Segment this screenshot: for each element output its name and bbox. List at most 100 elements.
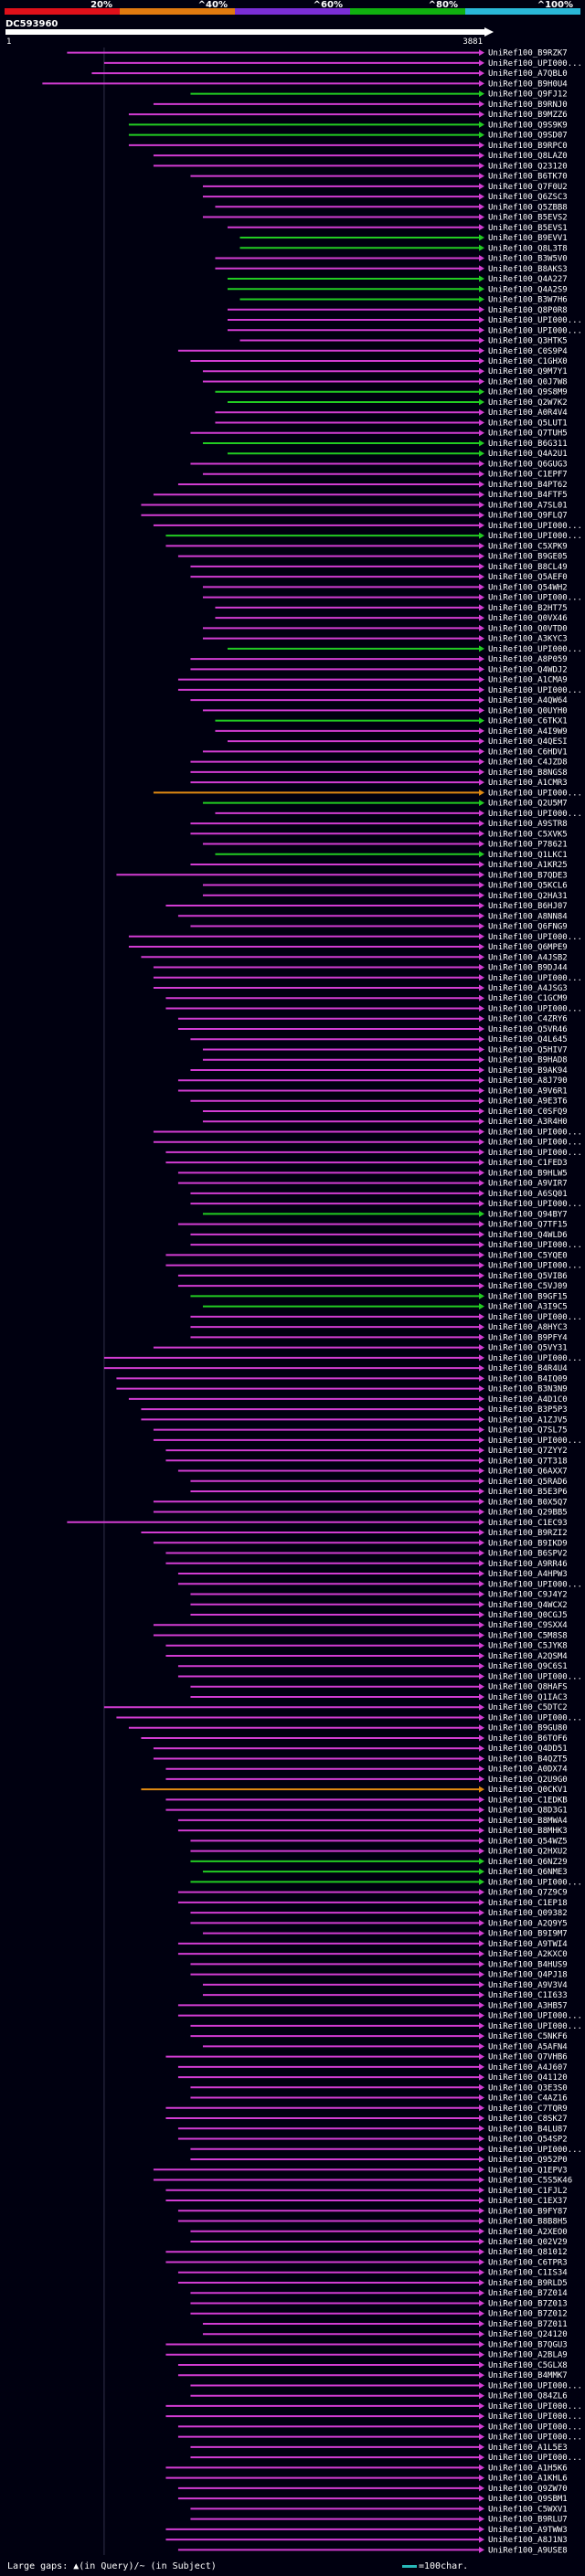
hit-row[interactable]: UniRef100_UPI000... bbox=[227, 645, 582, 654]
hit-row[interactable]: UniRef100_A1CMR3 bbox=[190, 779, 568, 788]
hit-row[interactable]: UniRef100_A8HYC3 bbox=[190, 1323, 568, 1332]
hit-row[interactable]: UniRef100_A8J1N3 bbox=[165, 2536, 568, 2545]
hit-row[interactable]: UniRef100_A9STR8 bbox=[190, 820, 568, 829]
hit-row[interactable]: UniRef100_A3I9C5 bbox=[202, 1303, 568, 1312]
hit-row[interactable]: UniRef100_A9TWI4 bbox=[177, 1940, 568, 1949]
hit-row[interactable]: UniRef100_UPI000... bbox=[165, 532, 582, 541]
hit-row[interactable]: UniRef100_Q9SD07 bbox=[128, 132, 568, 141]
hit-row[interactable]: UniRef100_UPI000... bbox=[153, 522, 582, 531]
hit-row[interactable]: UniRef100_UPI000... bbox=[177, 686, 582, 695]
hit-row[interactable]: UniRef100_B9RZI2 bbox=[141, 1529, 568, 1538]
hit-row[interactable]: UniRef100_B3W7H6 bbox=[239, 296, 568, 305]
hit-row[interactable]: UniRef100_B0X5Q7 bbox=[153, 1498, 568, 1507]
hit-row[interactable]: UniRef100_Q8HAFS bbox=[190, 1683, 568, 1692]
hit-row[interactable]: UniRef100_B4IQ09 bbox=[116, 1374, 568, 1383]
hit-row[interactable]: UniRef100_Q6NZ29 bbox=[190, 1858, 568, 1867]
hit-row[interactable]: UniRef100_Q5VR46 bbox=[177, 1025, 568, 1034]
hit-row[interactable]: UniRef100_A8NN84 bbox=[177, 912, 568, 921]
hit-row[interactable]: UniRef100_A9USE8 bbox=[177, 2546, 568, 2555]
hit-row[interactable]: UniRef100_C1FJL2 bbox=[165, 2187, 568, 2196]
hit-row[interactable]: UniRef100_B4LU87 bbox=[177, 2125, 568, 2134]
hit-row[interactable]: UniRef100_Q5VIB6 bbox=[177, 1272, 568, 1281]
hit-row[interactable]: UniRef100_A4J607 bbox=[177, 2063, 568, 2072]
hit-row[interactable]: UniRef100_UPI000... bbox=[153, 1139, 582, 1148]
hit-row[interactable]: UniRef100_Q4DD51 bbox=[153, 1744, 568, 1754]
hit-row[interactable]: UniRef100_Q4A2U1 bbox=[227, 450, 568, 459]
hit-row[interactable]: UniRef100_Q84ZL6 bbox=[190, 2392, 568, 2401]
hit-row[interactable]: UniRef100_P78621 bbox=[202, 841, 568, 850]
hit-row[interactable]: UniRef100_C5WXV1 bbox=[190, 2505, 568, 2514]
hit-row[interactable]: UniRef100_Q8P0R8 bbox=[227, 306, 568, 315]
hit-row[interactable]: UniRef100_Q952P0 bbox=[190, 2156, 568, 2165]
hit-row[interactable]: UniRef100_A1L5E3 bbox=[190, 2443, 568, 2453]
hit-row[interactable]: UniRef100_B8B8H5 bbox=[177, 2218, 568, 2227]
hit-row[interactable]: UniRef100_A1KR25 bbox=[190, 861, 568, 870]
hit-row[interactable]: UniRef100_Q7Z9C9 bbox=[177, 1889, 568, 1898]
hit-row[interactable]: UniRef100_A2QSM4 bbox=[165, 1652, 568, 1661]
hit-row[interactable]: UniRef100_Q8D3G1 bbox=[165, 1807, 568, 1816]
hit-row[interactable]: UniRef100_UPI000... bbox=[177, 2422, 582, 2432]
hit-row[interactable]: UniRef100_B3W5V0 bbox=[215, 255, 568, 264]
hit-row[interactable]: UniRef100_UPI000... bbox=[227, 316, 582, 325]
hit-row[interactable]: UniRef100_UPI000... bbox=[190, 2146, 582, 2155]
hit-row[interactable]: UniRef100_Q23120 bbox=[153, 162, 568, 171]
hit-row[interactable]: UniRef100_Q41120 bbox=[177, 2073, 568, 2083]
hit-row[interactable]: UniRef100_B3N3N9 bbox=[116, 1385, 568, 1394]
hit-row[interactable]: UniRef100_Q9S8M9 bbox=[215, 388, 568, 398]
hit-row[interactable]: UniRef100_Q0J7W8 bbox=[202, 377, 568, 387]
hit-row[interactable]: UniRef100_C5XPK9 bbox=[165, 542, 568, 551]
hit-row[interactable]: UniRef100_A7QBL0 bbox=[91, 69, 568, 79]
hit-row[interactable]: UniRef100_Q0CKV1 bbox=[141, 1786, 568, 1795]
hit-row[interactable]: UniRef100_B9H0U4 bbox=[42, 80, 568, 89]
hit-row[interactable]: UniRef100_B4R4U4 bbox=[103, 1364, 568, 1373]
hit-row[interactable]: UniRef100_Q7TUH5 bbox=[190, 429, 568, 439]
hit-row[interactable]: UniRef100_Q2W7K2 bbox=[227, 398, 568, 408]
hit-row[interactable]: UniRef100_Q29BB5 bbox=[153, 1509, 568, 1518]
hit-row[interactable]: UniRef100_Q5HIV7 bbox=[202, 1045, 568, 1055]
hit-row[interactable]: UniRef100_C1EC93 bbox=[67, 1519, 568, 1528]
hit-row[interactable]: UniRef100_UPI000... bbox=[165, 2402, 582, 2412]
hit-row[interactable]: UniRef100_C1GHX0 bbox=[190, 357, 568, 366]
hit-row[interactable]: UniRef100_C6HDV1 bbox=[202, 747, 568, 757]
hit-row[interactable]: UniRef100_A9RR46 bbox=[165, 1560, 568, 1569]
hit-row[interactable]: UniRef100_A4I9W9 bbox=[215, 727, 568, 737]
hit-row[interactable]: UniRef100_Q6ZSC3 bbox=[202, 193, 568, 202]
hit-row[interactable]: UniRef100_B9RZK7 bbox=[67, 49, 568, 58]
hit-row[interactable]: UniRef100_B7Z014 bbox=[190, 2289, 568, 2298]
hit-row[interactable]: UniRef100_Q3HTK5 bbox=[239, 337, 568, 346]
hit-row[interactable]: UniRef100_C5NKF6 bbox=[190, 2032, 568, 2041]
hit-row[interactable]: UniRef100_Q3E3S0 bbox=[190, 2083, 568, 2093]
hit-row[interactable]: UniRef100_B9AK94 bbox=[190, 1066, 568, 1076]
hit-row[interactable]: UniRef100_UPI000... bbox=[153, 789, 582, 798]
hit-row[interactable]: UniRef100_UPI000... bbox=[165, 1004, 582, 1013]
hit-row[interactable]: UniRef100_Q0VX46 bbox=[215, 614, 568, 623]
hit-row[interactable]: UniRef100_A9E3T6 bbox=[190, 1097, 568, 1107]
hit-row[interactable]: UniRef100_Q1IAC3 bbox=[190, 1693, 568, 1702]
hit-row[interactable]: UniRef100_UPI000... bbox=[202, 594, 582, 603]
hit-row[interactable]: UniRef100_B4PT62 bbox=[177, 481, 568, 490]
hit-row[interactable]: UniRef100_B9RLU7 bbox=[190, 2516, 568, 2525]
hit-row[interactable]: UniRef100_Q24120 bbox=[202, 2330, 568, 2339]
hit-row[interactable]: UniRef100_Q6AXX7 bbox=[177, 1468, 568, 1477]
hit-row[interactable]: UniRef100_UPI000... bbox=[116, 1713, 582, 1723]
hit-row[interactable]: UniRef100_C0S9P4 bbox=[177, 347, 568, 356]
hit-row[interactable]: UniRef100_Q7T318 bbox=[165, 1457, 568, 1466]
hit-row[interactable]: UniRef100_B9HLW5 bbox=[177, 1169, 568, 1178]
hit-row[interactable]: UniRef100_Q0CGJ5 bbox=[190, 1611, 568, 1620]
hit-row[interactable]: UniRef100_B6SPV2 bbox=[165, 1550, 568, 1559]
hit-row[interactable]: UniRef100_C4AZ16 bbox=[190, 2094, 568, 2104]
hit-row[interactable]: UniRef100_C5JYK8 bbox=[165, 1642, 568, 1651]
hit-row[interactable]: UniRef100_C6TKX1 bbox=[215, 717, 568, 726]
hit-row[interactable]: UniRef100_Q9ZW70 bbox=[177, 2485, 568, 2494]
hit-row[interactable]: UniRef100_B6G311 bbox=[202, 440, 568, 449]
hit-row[interactable]: UniRef100_Q2HXU2 bbox=[190, 1848, 568, 1857]
hit-row[interactable]: UniRef100_B9HAD8 bbox=[202, 1056, 568, 1065]
hit-row[interactable]: UniRef100_UPI000... bbox=[177, 1580, 582, 1589]
hit-row[interactable]: UniRef100_C7TQR9 bbox=[165, 2104, 568, 2114]
hit-row[interactable]: UniRef100_A4HPW3 bbox=[177, 1570, 568, 1579]
hit-row[interactable]: UniRef100_B8AKS3 bbox=[215, 265, 568, 274]
hit-row[interactable]: UniRef100_C1EP18 bbox=[177, 1899, 568, 1908]
hit-row[interactable]: UniRef100_B9RPC0 bbox=[128, 142, 568, 151]
hit-row[interactable]: UniRef100_Q54WH2 bbox=[202, 583, 568, 592]
hit-row[interactable]: UniRef100_Q9SBM1 bbox=[177, 2495, 568, 2504]
